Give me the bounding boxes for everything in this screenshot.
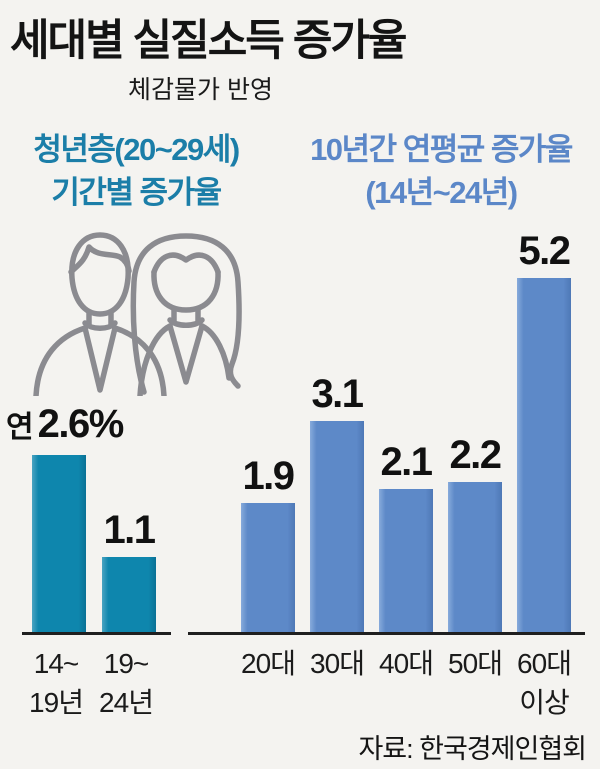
category-30s: 30대 [310,648,365,679]
value-label-60s-plus: 5.2 [518,229,571,273]
bar-60s-plus [517,278,571,632]
category-20s: 20대 [241,648,296,679]
value-label-30s: 3.1 [311,372,364,416]
source-credit: 자료: 한국경제인협회 [358,734,587,764]
category-50s: 50대 [448,648,503,679]
bar-period-14-19 [32,455,86,632]
right-chart-axis [188,632,585,635]
right-heading-line2: (14년~24년) [365,175,518,210]
value-label-19-24: 1.1 [103,508,156,552]
category-40s: 40대 [379,648,434,679]
page-title: 세대별 실질소득 증가율 [10,17,407,65]
page-subtitle: 체감물가 반영 [128,76,273,104]
left-section-heading: 청년층(20~29세) 기간별 증가율 [0,128,272,214]
man-and-woman-icon [33,232,242,396]
bar-20s [241,503,295,632]
bar-50s [448,482,502,632]
left-heading-line2: 기간별 증가율 [51,175,222,210]
bar-30s [310,421,364,632]
category-60s-plus: 60대 이상 [517,648,572,718]
annual-prefix: 연 [6,411,34,444]
value-14-19: 2.6% [37,402,125,446]
right-heading-line1: 10년간 연평균 증가율 [310,132,573,167]
left-chart-axis [22,632,171,635]
value-label-50s: 2.2 [449,433,502,477]
value-label-14-19: 연 2.6% [6,402,125,450]
category-19-24: 19~ 24년 [99,648,154,718]
left-heading-line1: 청년층(20~29세) [33,132,240,167]
value-label-40s: 2.1 [380,440,433,484]
value-label-20s: 1.9 [242,454,295,498]
bar-period-19-24 [102,557,156,632]
right-section-heading: 10년간 연평균 증가율 (14년~24년) [288,128,594,214]
bar-40s [379,489,433,632]
category-14-19: 14~ 19년 [29,648,84,718]
